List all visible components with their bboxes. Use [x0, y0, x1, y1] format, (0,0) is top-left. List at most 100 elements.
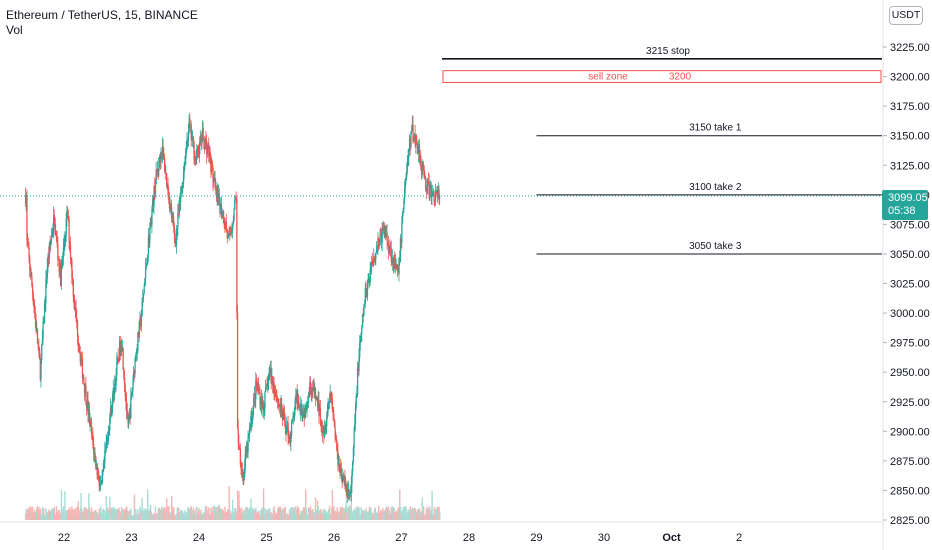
volume-bar	[283, 507, 285, 520]
candle-body	[93, 444, 95, 454]
volume-bar	[347, 508, 349, 520]
volume-bar	[262, 515, 264, 520]
volume-bar	[97, 515, 99, 520]
candle-body	[173, 219, 175, 227]
volume-bar	[220, 514, 223, 520]
volume-bar	[176, 507, 178, 520]
candle-body	[45, 278, 48, 280]
candle-body	[431, 193, 433, 197]
candle-body	[413, 134, 416, 138]
candle-body	[418, 144, 420, 154]
candle-body	[419, 155, 421, 161]
candle-body	[38, 346, 40, 350]
candle-body	[262, 404, 265, 412]
volume-bar	[349, 505, 351, 520]
candle-body	[235, 197, 237, 200]
volume-bar	[230, 515, 233, 520]
candle-body	[358, 356, 360, 372]
volume-bar	[236, 490, 239, 520]
candle-body	[187, 132, 190, 141]
candle-body	[223, 223, 225, 225]
candle-body	[189, 118, 191, 125]
candle-body	[254, 394, 256, 400]
volume-bar	[186, 512, 188, 520]
volume-bar	[433, 506, 435, 520]
volume-bar	[36, 506, 39, 520]
candle-body	[155, 170, 157, 185]
volume-bar	[144, 508, 147, 520]
volume-bar	[181, 510, 183, 520]
candle-body	[170, 206, 173, 218]
volume-bar	[215, 515, 218, 520]
candle-body	[213, 179, 215, 182]
volume-bar	[74, 509, 76, 520]
candle-body	[333, 413, 335, 420]
volume-bar	[149, 508, 151, 520]
candle-body	[343, 478, 345, 481]
volume-bar	[38, 513, 41, 520]
volume-bar	[37, 510, 39, 520]
volume-bar	[199, 512, 202, 520]
volume-bar	[142, 508, 144, 520]
volume-bar	[401, 510, 403, 520]
sell-zone-box	[442, 70, 882, 83]
candle-body	[216, 190, 218, 198]
volume-bar	[143, 511, 145, 520]
volume-bar	[184, 511, 187, 520]
volume-bar	[329, 514, 331, 520]
level-label: 3050 take 3	[689, 241, 742, 252]
candle-body	[175, 242, 177, 246]
volume-bar	[141, 497, 143, 520]
volume-bar	[160, 509, 162, 520]
candle-body	[67, 210, 69, 218]
candle-body	[318, 399, 320, 416]
candle-body	[401, 212, 404, 223]
volume-bar	[417, 512, 419, 520]
time-tick-label: 22	[58, 532, 70, 544]
candle-body	[92, 434, 94, 445]
candle-body	[234, 197, 237, 200]
candle-body	[192, 136, 195, 142]
volume-bar	[330, 507, 333, 520]
symbol-title[interactable]: Ethereum / TetherUS, 15, BINANCE	[6, 8, 198, 22]
volume-bar	[315, 509, 317, 520]
candle-body	[103, 462, 105, 464]
volume-bar	[356, 507, 358, 520]
candle-body	[439, 197, 441, 199]
candle-body	[379, 234, 381, 245]
candle-body	[100, 483, 102, 485]
volume-bar	[39, 508, 42, 520]
currency-button[interactable]: USDT	[889, 6, 923, 25]
candle-body	[76, 320, 79, 337]
volume-indicator-label[interactable]: Vol	[6, 23, 23, 37]
candle-body	[203, 139, 206, 150]
volume-bar	[34, 509, 36, 520]
volume-bar	[139, 506, 141, 520]
candle-body	[38, 349, 41, 360]
volume-bar	[195, 507, 197, 520]
volume-bar	[159, 509, 162, 520]
candle-body	[84, 386, 86, 394]
candle-body	[432, 191, 435, 194]
time-tick-label: 23	[125, 532, 137, 544]
volume-bar	[82, 515, 84, 520]
volume-bar	[319, 513, 322, 520]
candle-body	[372, 262, 374, 264]
candle-body	[378, 237, 380, 242]
candle-body	[406, 169, 408, 177]
volume-bar	[432, 515, 435, 520]
candle-body	[102, 462, 105, 472]
volume-bar	[220, 508, 222, 520]
candle-body	[305, 409, 308, 412]
candle-body	[136, 350, 138, 355]
candle-body	[209, 151, 211, 156]
candle-body	[175, 231, 178, 246]
candle-body	[45, 279, 47, 303]
candle-body	[317, 399, 319, 407]
candle-body	[222, 211, 225, 224]
volume-bar	[254, 508, 256, 520]
candle-body	[353, 431, 355, 448]
volume-bar	[411, 507, 414, 520]
volume-bar	[410, 510, 412, 520]
